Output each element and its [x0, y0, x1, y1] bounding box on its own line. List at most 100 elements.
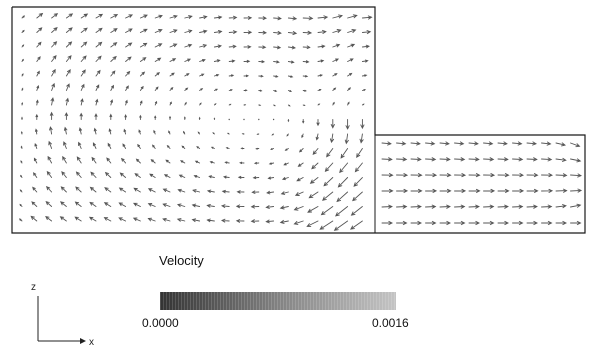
velocity-vector: [425, 220, 437, 226]
velocity-vector: [184, 101, 187, 106]
velocity-vector: [78, 127, 83, 135]
velocity-vector: [132, 202, 141, 207]
velocity-vector: [213, 103, 217, 106]
velocity-vector: [347, 72, 353, 77]
velocity-vector: [541, 220, 553, 226]
velocity-vector: [51, 27, 58, 33]
velocity-vector: [162, 203, 171, 207]
velocity-vector: [21, 102, 24, 106]
velocity-vector: [332, 29, 342, 34]
velocity-vector: [80, 13, 89, 19]
velocity-vector: [347, 14, 358, 19]
velocity-vector: [110, 28, 118, 33]
velocity-vector: [353, 177, 363, 187]
velocity-vector: [226, 132, 230, 135]
velocity-vector: [65, 83, 70, 91]
velocity-vector: [193, 174, 201, 178]
velocity-vector: [199, 88, 204, 91]
velocity-vector: [287, 119, 290, 123]
velocity-vector: [483, 157, 495, 162]
legend-color-bar-texture: [160, 292, 396, 310]
velocity-vector: [45, 201, 53, 207]
velocity-vector: [381, 204, 393, 209]
velocity-vector: [266, 190, 275, 195]
velocity-vector: [570, 220, 582, 226]
velocity-vector: [138, 129, 141, 135]
velocity-vector: [541, 204, 553, 209]
velocity-vector: [361, 30, 372, 35]
velocity-vector: [323, 177, 334, 187]
velocity-vector: [49, 111, 54, 120]
velocity-vector: [287, 75, 294, 78]
velocity-vector: [526, 188, 539, 193]
velocity-vector: [139, 14, 148, 19]
velocity-vector: [20, 131, 23, 135]
velocity-vector: [265, 205, 275, 209]
velocity-vector: [347, 101, 350, 106]
velocity-vector: [555, 142, 566, 147]
velocity-vector: [103, 217, 112, 222]
velocity-vector: [258, 45, 267, 49]
velocity-vector: [258, 89, 263, 92]
velocity-vector: [256, 133, 260, 135]
velocity-vector: [21, 87, 24, 91]
velocity-vector: [302, 45, 311, 50]
velocity-vector: [45, 215, 53, 222]
velocity-vector: [132, 217, 141, 222]
velocity-vector: [36, 27, 43, 33]
velocity-vector: [118, 202, 127, 207]
velocity-vector: [79, 112, 83, 120]
velocity-vector: [287, 45, 296, 50]
velocity-vector: [236, 190, 245, 194]
velocity-vector: [65, 13, 74, 19]
velocity-vector: [454, 220, 466, 226]
velocity-vector: [64, 112, 69, 120]
velocity-vector: [425, 204, 437, 209]
velocity-vector: [228, 74, 235, 77]
velocity-vector: [468, 141, 479, 146]
velocity-vector: [258, 16, 267, 21]
velocity-vector: [555, 173, 568, 178]
axis-triad: z x: [31, 282, 94, 348]
velocity-vector: [199, 29, 208, 34]
velocity-vector: [122, 143, 127, 149]
velocity-vector: [21, 73, 24, 77]
velocity-vector: [340, 148, 349, 159]
velocity-vector: [356, 148, 363, 158]
velocity-vector: [425, 141, 436, 146]
velocity-vector: [361, 44, 370, 49]
velocity-vector: [281, 177, 289, 181]
velocity-vector: [243, 16, 253, 20]
velocity-vector: [147, 203, 156, 207]
velocity-vector: [165, 159, 171, 164]
velocity-vector: [258, 30, 267, 35]
velocity-vector: [332, 87, 337, 91]
velocity-vector: [208, 175, 215, 179]
velocity-vector: [273, 16, 282, 21]
velocity-vector: [135, 158, 141, 164]
velocity-vector: [125, 70, 131, 77]
velocity-vector: [425, 157, 437, 162]
velocity-vector: [258, 104, 262, 106]
velocity-vector: [268, 162, 275, 165]
velocity-vector: [497, 141, 508, 146]
velocity-vector: [213, 29, 223, 34]
x-axis-label: x: [89, 337, 94, 348]
velocity-vector: [169, 115, 172, 120]
velocity-vector: [255, 147, 260, 150]
velocity-vector: [317, 44, 326, 49]
velocity-vector: [91, 156, 97, 164]
velocity-vector: [210, 146, 215, 149]
velocity-vector: [147, 217, 156, 222]
velocity-vector: [154, 72, 161, 77]
velocity-vector: [361, 89, 367, 92]
velocity-vector: [88, 216, 97, 222]
velocity-vector: [49, 126, 53, 135]
velocity-vector: [154, 14, 163, 19]
velocity-vector: [497, 204, 509, 209]
velocity-vector: [35, 99, 39, 106]
velocity-vector: [21, 15, 26, 19]
velocity-vector: [213, 44, 222, 49]
velocity-vector: [46, 170, 53, 178]
